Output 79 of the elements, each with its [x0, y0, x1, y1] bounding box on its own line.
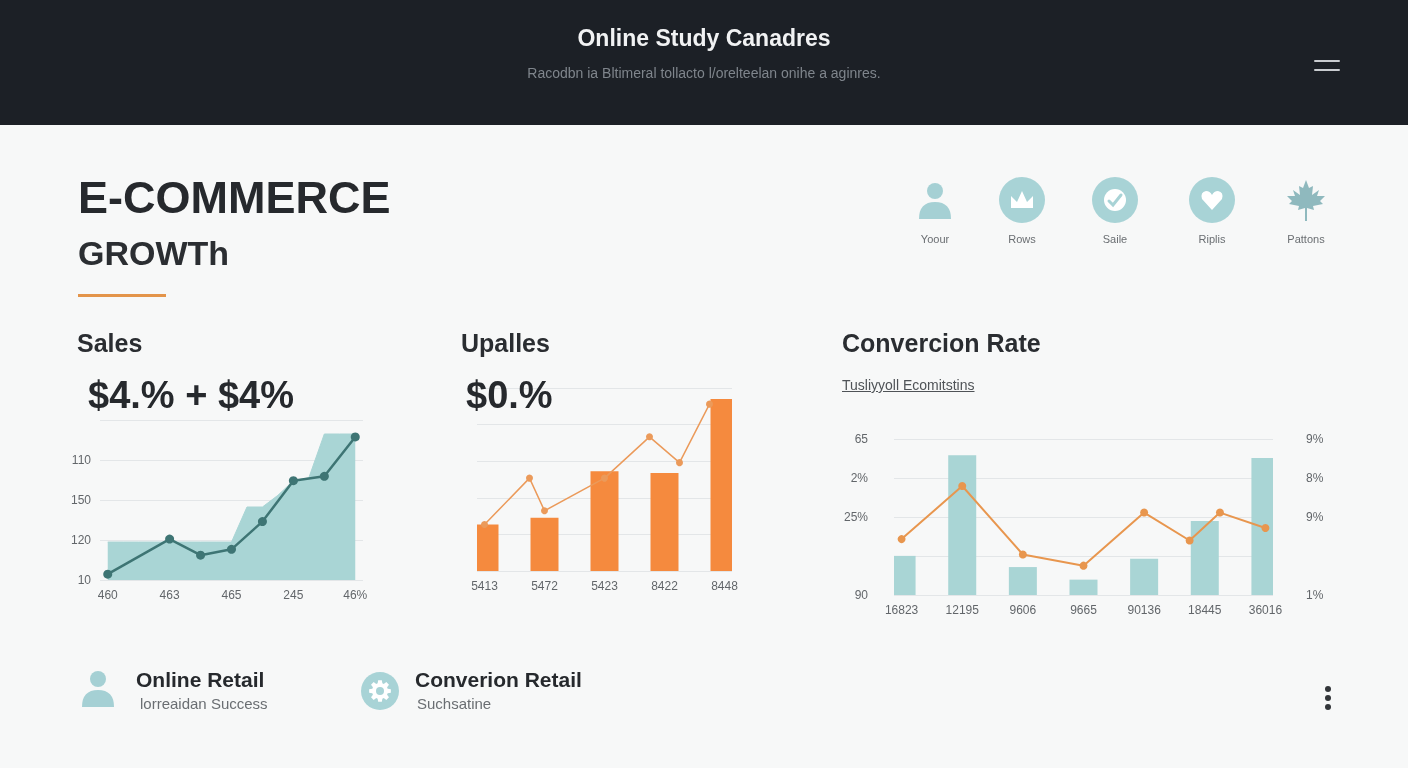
point [350, 432, 360, 442]
chart-subtitle: Tusliyyoll Ecomitstins [842, 377, 975, 393]
text: Online Study Canadres [576, 25, 832, 51]
text: 10 [76, 573, 91, 587]
text: 9% [1306, 510, 1324, 524]
point [1079, 561, 1088, 570]
point [1140, 508, 1149, 517]
bar [1069, 579, 1098, 595]
text: Suchsatine [417, 695, 492, 712]
text: Converion Retail [415, 668, 582, 691]
text: E-COMMERCE [78, 172, 391, 223]
text: 2% [849, 471, 868, 485]
bar [1008, 567, 1037, 595]
x-tick-label: 9606 [1009, 603, 1037, 617]
point [227, 544, 236, 554]
bar [1130, 558, 1159, 595]
point [1018, 550, 1027, 559]
x-tick-label: 8422 [651, 579, 679, 593]
x-tick-label: 5472 [531, 579, 559, 593]
text: Rows [1007, 233, 1037, 245]
x-tick-label: 8448 [711, 579, 739, 593]
x-tick-label: 46% [343, 588, 368, 602]
x-tick-label: 16823 [884, 603, 919, 617]
point [1261, 523, 1270, 532]
text: 1% [1306, 588, 1324, 602]
point [541, 507, 548, 515]
bar [948, 455, 977, 595]
text: Pattons [1286, 233, 1326, 245]
x-tick-label: 12195 [945, 603, 980, 617]
text: Yoour [919, 233, 951, 245]
x-tick-label: 5423 [591, 579, 619, 593]
point [1215, 508, 1224, 517]
text: lorreaidan Success [140, 695, 268, 712]
point [601, 474, 608, 482]
x-tick-label: 465 [221, 588, 242, 602]
text: 150 [69, 493, 91, 507]
x-tick-label: 5413 [471, 579, 499, 593]
point [897, 535, 906, 544]
x-tick-label: 9665 [1070, 603, 1098, 617]
point [1185, 536, 1194, 545]
point [165, 534, 175, 544]
bar [530, 517, 559, 571]
x-tick-label: 90136 [1127, 603, 1162, 617]
x-tick-label: 463 [159, 588, 180, 602]
point [481, 521, 488, 529]
x-tick-label: 18445 [1188, 603, 1222, 617]
text: Riplis [1197, 233, 1227, 245]
chart-title: Upalles [461, 329, 550, 357]
point [706, 400, 713, 408]
point [958, 482, 967, 491]
text: 90 [853, 588, 868, 602]
point [319, 471, 329, 481]
chart-title: Sales [77, 329, 143, 357]
text: Saile [1101, 233, 1129, 245]
text: 65 [853, 432, 868, 446]
text: 8% [1306, 471, 1324, 485]
x-tick-label: 36016 [1248, 603, 1283, 617]
text: 110 [70, 453, 91, 467]
text: GROWTh [78, 234, 230, 272]
point [196, 550, 206, 560]
text: 25% [842, 510, 868, 524]
text: 9% [1306, 432, 1324, 446]
x-tick-label: 460 [97, 588, 119, 602]
point [526, 474, 533, 482]
text: $4.% + $4% [88, 374, 294, 416]
point [103, 569, 113, 579]
text: 120 [69, 533, 91, 547]
chart-title: Convercion Rate [842, 329, 1041, 357]
point [646, 433, 653, 441]
x-tick-label: 245 [283, 588, 304, 602]
text: Racodbn ia Bltimeral tollacto l/orelteelan onihe a aginres. [526, 65, 882, 81]
point [257, 517, 267, 527]
text: Online Retail [136, 668, 265, 691]
annotation: $0.% [466, 374, 553, 416]
bar [1190, 520, 1219, 595]
bar [650, 472, 679, 571]
point [676, 459, 683, 467]
bar [590, 471, 619, 571]
point [288, 476, 298, 486]
